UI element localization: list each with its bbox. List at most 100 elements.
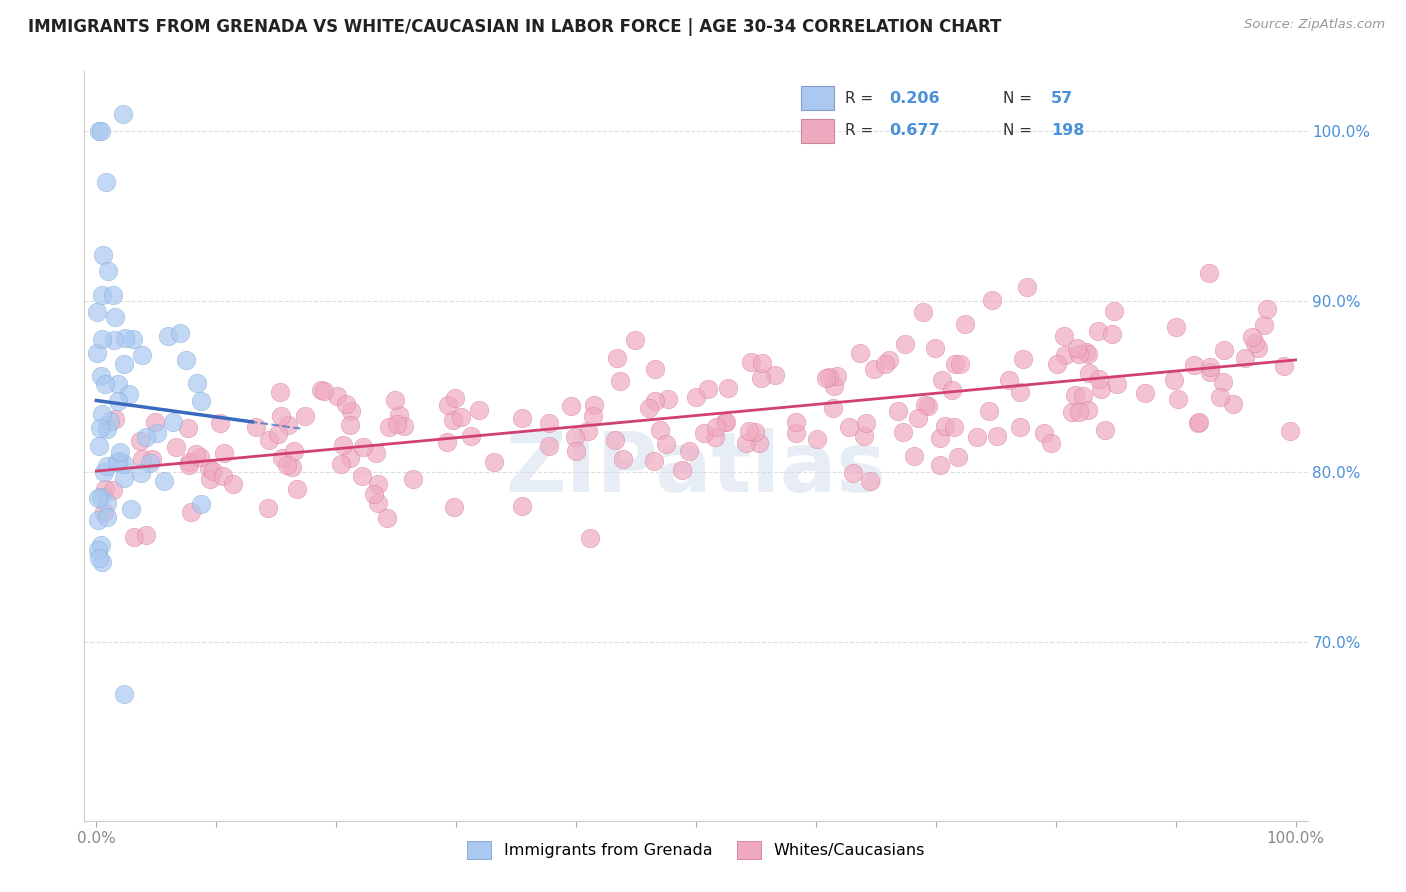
Point [384,393,406,408]
Point [270,409,292,424]
Point [200,472,222,486]
Point [269,384,291,399]
Point [245,419,267,434]
Point [823,378,845,392]
Point [924,342,946,356]
Point [1107,377,1129,392]
Point [946,450,969,465]
Point [94,376,117,391]
Point [1209,390,1232,404]
Point [941,383,963,397]
Point [744,425,766,440]
Point [1164,320,1187,334]
Point [162,416,184,430]
Point [1167,392,1189,406]
Point [340,404,363,418]
Point [90,538,112,552]
Point [122,332,145,346]
Point [174,353,197,368]
Point [112,471,135,485]
Point [714,415,737,429]
Point [339,450,361,465]
Point [1199,365,1222,379]
Point [966,430,988,444]
Point [93,482,115,496]
Point [1088,371,1111,385]
Point [212,468,235,483]
Point [1135,385,1157,400]
Point [903,449,925,463]
Point [1008,420,1031,434]
Point [693,426,716,441]
Point [1064,388,1087,402]
Point [212,446,235,460]
Point [609,374,631,388]
Text: Source: ZipAtlas.com: Source: ZipAtlas.com [1244,18,1385,31]
Point [108,445,131,459]
Point [806,432,828,446]
Point [907,410,929,425]
Point [157,329,180,343]
Point [785,415,807,429]
Point [862,361,884,376]
Point [375,511,398,525]
Point [817,370,839,384]
Point [815,371,838,385]
Point [314,384,336,399]
Point [89,551,111,566]
Point [89,439,111,453]
Point [704,430,727,444]
Point [749,371,772,385]
Point [657,392,679,406]
Point [510,500,533,514]
Point [1008,384,1031,399]
Point [849,346,872,360]
Point [1017,280,1039,294]
Point [928,431,950,445]
Text: IMMIGRANTS FROM GRENADA VS WHITE/CAUCASIAN IN LABOR FORCE | AGE 30-34 CORRELATIO: IMMIGRANTS FROM GRENADA VS WHITE/CAUCASI… [28,18,1001,36]
Point [118,387,141,401]
Point [184,447,207,461]
Point [153,474,176,488]
Point [91,555,114,569]
Point [696,382,718,396]
Point [1272,359,1295,373]
Point [436,434,458,449]
Point [1246,341,1268,355]
Point [740,355,762,369]
Point [763,368,786,382]
Point [1222,397,1244,411]
Point [267,427,290,442]
Point [1188,415,1211,429]
Point [352,469,374,483]
Point [257,433,280,447]
Point [103,483,125,497]
Point [1244,335,1267,350]
Point [388,408,411,422]
Point [934,418,956,433]
Point [1060,404,1083,418]
Point [443,391,465,405]
Point [165,441,187,455]
Point [1279,424,1302,438]
Point [86,346,108,360]
Point [87,542,110,557]
Point [1212,343,1234,358]
Point [1077,402,1099,417]
Point [582,409,605,423]
Point [537,439,560,453]
Point [96,422,118,436]
Point [1076,345,1098,359]
Point [564,430,586,444]
Point [942,420,965,434]
Point [367,496,389,510]
Point [87,513,110,527]
Point [644,393,666,408]
Point [1039,436,1062,450]
Point [94,175,117,189]
Point [285,482,308,496]
Point [859,474,882,488]
Point [222,476,245,491]
Text: ZIPatlas: ZIPatlas [506,428,886,509]
Point [112,457,135,471]
